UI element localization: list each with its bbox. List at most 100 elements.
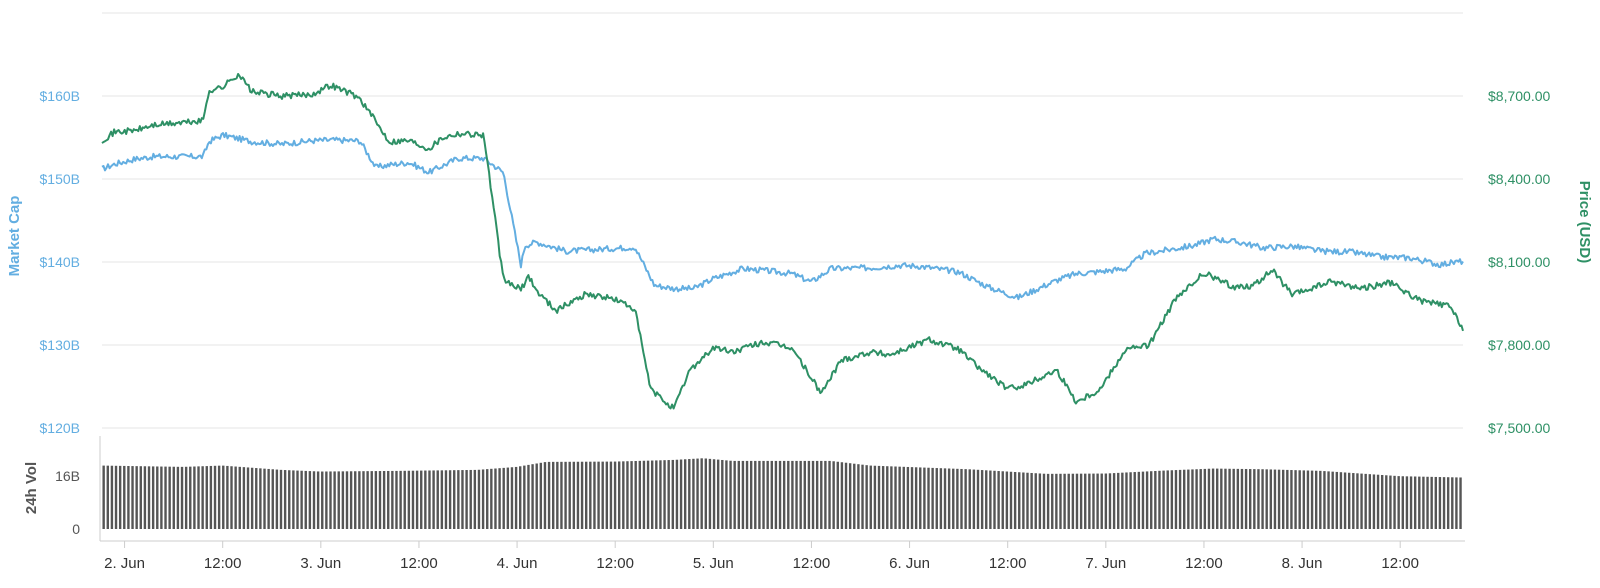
- volume-bar: [997, 471, 1000, 529]
- volume-bar: [222, 465, 225, 529]
- volume-bar: [168, 466, 171, 529]
- volume-bar: [279, 469, 283, 529]
- volume-bar: [568, 461, 571, 529]
- volume-bar: [1154, 471, 1157, 529]
- volume-bar: [552, 461, 555, 529]
- volume-bar: [1451, 477, 1454, 529]
- volume-bar: [391, 470, 394, 529]
- axes: Market Cap Price (USD) 24h Vol: [6, 181, 1593, 542]
- volume-bar: [399, 470, 402, 529]
- volume-bar: [964, 469, 967, 529]
- volume-bar: [473, 469, 477, 529]
- volume-bar: [156, 466, 159, 529]
- volume-bar: [815, 460, 819, 529]
- right-tick-label: $8,700.00: [1488, 88, 1550, 104]
- volume-bar: [683, 459, 687, 529]
- volume-bar: [968, 469, 971, 529]
- volume-bar: [613, 461, 617, 529]
- volume-bar: [758, 460, 761, 529]
- volume-bar: [1178, 469, 1182, 529]
- volume-bar: [151, 466, 155, 529]
- volume-bar: [712, 459, 716, 529]
- volume-bar: [663, 460, 666, 529]
- volume-bar: [960, 468, 963, 529]
- volume-bar: [1174, 470, 1178, 529]
- volume-bar: [886, 466, 889, 529]
- volume-bar: [395, 470, 398, 529]
- volume-bar: [242, 467, 246, 529]
- volume-bar: [1150, 471, 1153, 529]
- x-tick-label: 6. Jun: [889, 555, 930, 572]
- volume-bar: [589, 461, 592, 529]
- volume-bar: [704, 458, 707, 529]
- volume-bar: [494, 468, 497, 529]
- volume-bar: [370, 471, 373, 529]
- volume-bar: [993, 470, 996, 529]
- volume-bar: [1360, 473, 1363, 529]
- volume-bar: [527, 464, 530, 529]
- volume-bar: [1343, 472, 1347, 529]
- volume-bar: [1294, 470, 1297, 529]
- volume-bar: [943, 468, 947, 529]
- volume-bar: [498, 468, 501, 529]
- volume-bar: [580, 461, 584, 529]
- volume-bar: [378, 471, 382, 529]
- volume-bar: [560, 461, 563, 529]
- volume-bar: [189, 466, 192, 529]
- volume-bar: [1228, 468, 1231, 529]
- volume-bar: [947, 468, 951, 529]
- volume-bar: [1261, 469, 1264, 529]
- volume-bar: [448, 470, 452, 529]
- volume-bar: [1364, 473, 1367, 529]
- volume-bar: [403, 470, 406, 529]
- volume-bar: [329, 471, 332, 529]
- volume-bar: [667, 460, 670, 529]
- volume-bar: [923, 467, 926, 529]
- volume-bar: [980, 470, 984, 529]
- volume-bar: [255, 468, 258, 529]
- volume-bar: [308, 471, 312, 529]
- volume-bar: [1319, 470, 1322, 529]
- volume-bar: [1183, 469, 1186, 529]
- volume-bar: [1207, 468, 1211, 529]
- volume-bar: [477, 469, 481, 529]
- volume-bar: [201, 466, 204, 529]
- volume-bar: [1158, 470, 1161, 529]
- volume-bar: [844, 462, 848, 529]
- volume-bar: [1244, 468, 1248, 529]
- volume-bar: [1125, 472, 1128, 529]
- volume-bars: [102, 458, 1462, 529]
- volume-bar: [1368, 474, 1371, 529]
- volume-bar: [1426, 476, 1429, 529]
- volume-bar: [803, 460, 806, 529]
- volume-bar: [1352, 473, 1355, 529]
- volume-tick-label: 16B: [55, 468, 80, 484]
- right-tick-label: $8,100.00: [1488, 254, 1550, 270]
- volume-bar: [622, 461, 625, 529]
- volume-bar: [271, 469, 274, 529]
- volume-bar: [535, 463, 538, 529]
- volume-bar: [1088, 473, 1091, 529]
- volume-bar: [283, 470, 287, 529]
- volume-bar: [605, 461, 609, 529]
- volume-bar: [1438, 477, 1442, 529]
- volume-bar: [931, 467, 934, 529]
- volume-bar: [490, 468, 493, 529]
- volume-bar: [787, 460, 790, 529]
- volume-bar: [766, 460, 769, 529]
- volume-bar: [316, 471, 320, 529]
- x-tick-label: 4. Jun: [497, 555, 538, 572]
- volume-bar: [106, 465, 109, 529]
- volume-bar: [1022, 472, 1025, 529]
- x-tick-label: 12:00: [793, 555, 831, 572]
- volume-bar: [1409, 476, 1413, 529]
- volume-bar: [671, 459, 675, 529]
- volume-bar: [263, 468, 266, 529]
- volume-bar: [754, 460, 757, 529]
- volume-bar: [902, 466, 905, 529]
- volume-bar: [1446, 477, 1450, 529]
- volume-bar: [407, 470, 411, 529]
- volume-bar: [453, 470, 456, 529]
- volume-bar: [976, 469, 980, 529]
- volume-bar: [556, 461, 559, 529]
